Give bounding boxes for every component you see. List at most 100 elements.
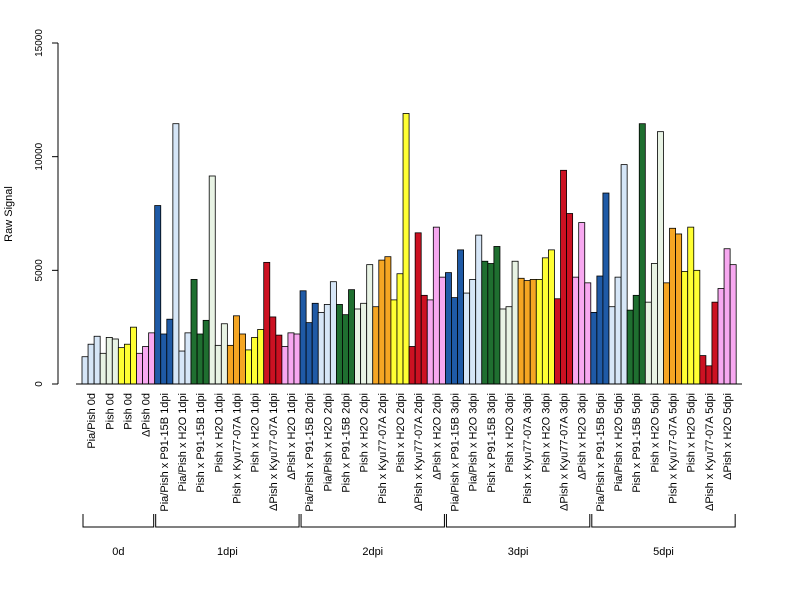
bar	[438, 276, 446, 385]
bar	[505, 306, 513, 385]
y-axis-title: Raw Signal	[3, 186, 15, 242]
y-tick-label: 15000	[34, 29, 45, 57]
bar	[729, 264, 737, 385]
category-label: ΔPish x Kyu77-07A 5dpi	[704, 393, 716, 511]
bar	[632, 294, 640, 385]
category-label: Pia/Pish x H2O 2dpi	[322, 393, 334, 491]
bar	[644, 301, 652, 385]
category-label: Pish x H2O 1dpi	[250, 393, 262, 472]
bar	[160, 333, 168, 385]
category-label: Pia/Pish x P91-15B 5dpi	[595, 393, 607, 512]
bar	[693, 269, 701, 385]
group-bracket	[155, 514, 300, 528]
bar	[602, 192, 610, 385]
category-label: Pia/Pish x H2O 5dpi	[613, 393, 625, 491]
group-bracket	[82, 514, 155, 528]
category-labels: Pia/Pish 0d Pish 0d Pish 0d ΔPish 0d Pia/Pis…	[86, 393, 734, 512]
bar	[463, 292, 471, 385]
bar	[348, 289, 355, 385]
bar	[299, 290, 307, 385]
bar	[590, 311, 598, 385]
bar	[384, 256, 392, 385]
bar	[584, 282, 592, 385]
bar	[614, 276, 622, 385]
bar	[578, 222, 586, 385]
category-label: Pia/Pish x P91-15B 2dpi	[304, 393, 316, 512]
bar	[257, 329, 265, 385]
bar	[620, 164, 628, 385]
bar	[239, 333, 246, 385]
group-bracket	[300, 514, 445, 528]
bar	[233, 315, 240, 385]
category-label: ΔPish x Kyu77-07A 1dpi	[268, 393, 280, 511]
bar	[111, 338, 119, 385]
bar	[117, 347, 125, 385]
bar	[414, 232, 422, 385]
bar	[342, 314, 349, 385]
bar	[523, 280, 531, 385]
bar	[517, 277, 525, 385]
category-label: ΔPish x H2O 1dpi	[286, 393, 298, 480]
bar	[190, 279, 198, 385]
bar	[202, 319, 210, 385]
bar	[354, 308, 362, 385]
category-label: ΔPish x H2O 3dpi	[577, 393, 589, 480]
bar	[426, 299, 434, 385]
category-label: Pish x P91-15B 3dpi	[486, 393, 498, 493]
category-label: ΔPish x Kyu77-07A 3dpi	[559, 393, 571, 511]
bar	[293, 333, 301, 385]
y-tick-label: 5000	[34, 259, 45, 282]
bar	[451, 297, 458, 385]
bars	[81, 113, 737, 385]
y-tick-label: 10000	[34, 142, 45, 170]
category-label: ΔPish x H2O 5dpi	[722, 393, 734, 480]
bar	[208, 175, 216, 385]
bar	[154, 205, 162, 385]
bar	[699, 355, 707, 385]
bar	[560, 169, 567, 385]
bar	[669, 227, 676, 385]
category-label: Pish x P91-15B 5dpi	[631, 393, 643, 493]
bar	[329, 281, 337, 385]
bar	[281, 346, 289, 385]
group-label: 2dpi	[362, 546, 383, 558]
bar	[105, 336, 113, 385]
bar	[263, 261, 271, 385]
bar	[705, 365, 713, 385]
category-label: ΔPish x H2O 2dpi	[431, 393, 443, 480]
bar	[548, 249, 555, 385]
bar	[214, 344, 222, 385]
bar	[572, 276, 580, 385]
bar	[596, 275, 604, 385]
bar	[178, 350, 186, 385]
group-brackets: 0d 1dpi 2dpi 3dpi 5dpi	[82, 514, 736, 558]
category-label: Pish x P91-15B 1dpi	[195, 393, 207, 493]
bar	[372, 306, 380, 385]
bar	[166, 318, 174, 385]
bar	[535, 279, 543, 385]
bar	[378, 259, 386, 385]
bar	[81, 356, 89, 385]
bar	[717, 288, 725, 385]
bar	[493, 246, 501, 385]
category-label: ΔPish x Kyu77-07A 2dpi	[413, 393, 425, 511]
bar	[99, 352, 107, 385]
bar	[481, 260, 489, 385]
bar	[305, 322, 313, 385]
category-label: Pish 0d	[122, 393, 134, 430]
bar	[445, 272, 452, 385]
category-label: Pia/Pish x H2O 1dpi	[177, 393, 189, 491]
bar	[511, 260, 519, 385]
bar	[541, 257, 549, 385]
bar	[124, 343, 131, 385]
category-label: Pia/Pish x P91-15B 3dpi	[450, 393, 462, 512]
category-label: Pish x Kyu77-07A 5dpi	[668, 393, 680, 504]
bar	[554, 298, 561, 385]
bar	[681, 271, 689, 385]
category-label: Pish x H2O 3dpi	[540, 393, 552, 472]
group-label: 0d	[112, 546, 124, 558]
y-axis: 0 5000 10000 15000	[34, 29, 59, 387]
bar	[608, 306, 616, 385]
bar	[287, 332, 295, 385]
